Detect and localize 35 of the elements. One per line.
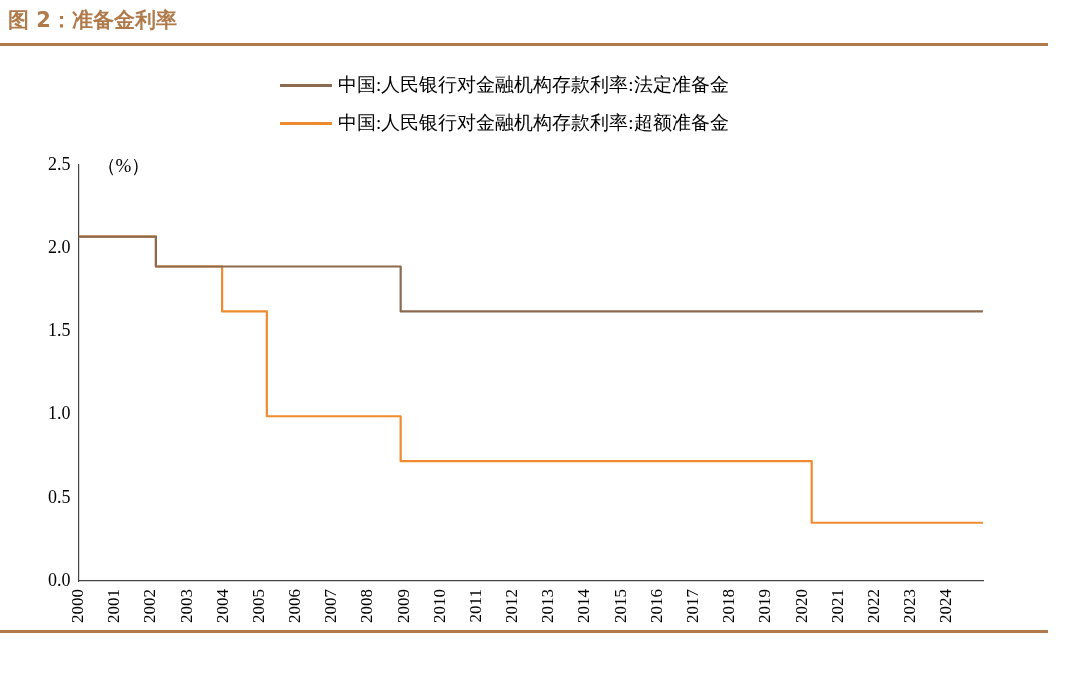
x-tick-label: 2008 <box>357 589 377 623</box>
x-tick-label: 2002 <box>140 589 160 623</box>
x-tick-label: 2014 <box>574 588 594 623</box>
x-tick-label: 2005 <box>248 589 268 623</box>
x-tick-label: 2021 <box>827 589 847 623</box>
x-tick-label: 2013 <box>538 589 558 623</box>
y-tick-label: 1.0 <box>48 403 71 424</box>
x-tick-label: 2016 <box>646 589 666 623</box>
x-tick-label: 2007 <box>321 588 341 623</box>
chart-title: 图 2：准备金利率 <box>8 7 177 34</box>
x-tick-label: 2019 <box>755 589 775 623</box>
y-tick-label: 0.5 <box>48 486 71 507</box>
x-tick-label: 2010 <box>429 589 449 623</box>
x-tick-label: 2001 <box>104 589 124 623</box>
x-tick-label: 2017 <box>683 588 703 623</box>
x-tick-label: 2011 <box>465 589 485 623</box>
x-tick-label: 2004 <box>212 588 232 623</box>
x-tick-label: 2015 <box>610 589 630 623</box>
legend-label: 中国:人民银行对金融机构存款利率:超额准备金 <box>338 111 729 135</box>
x-tick-label: 2022 <box>863 589 883 623</box>
y-tick-label: 1.5 <box>48 320 71 341</box>
x-tick-label: 2023 <box>900 589 920 623</box>
x-tick-label: 2024 <box>936 588 956 623</box>
y-axis-title: （%） <box>96 154 151 176</box>
x-tick-label: 2018 <box>719 589 739 623</box>
y-tick-label: 0.0 <box>48 569 71 590</box>
y-tick-label: 2.5 <box>48 153 71 174</box>
x-tick-label: 2006 <box>285 589 305 623</box>
x-tick-label: 2012 <box>502 589 522 623</box>
x-tick-label: 2000 <box>67 589 87 623</box>
x-tick-label: 2020 <box>791 589 811 623</box>
x-tick-label: 2009 <box>393 589 413 623</box>
legend-label: 中国:人民银行对金融机构存款利率:法定准备金 <box>338 73 729 97</box>
x-tick-label: 2003 <box>176 589 196 623</box>
y-tick-label: 2.0 <box>48 236 71 257</box>
